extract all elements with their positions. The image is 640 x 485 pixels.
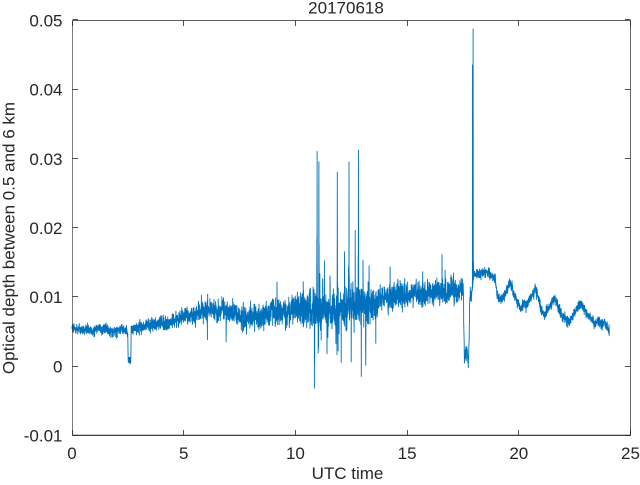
svg-text:0.03: 0.03 [29, 150, 62, 169]
svg-text:20170618: 20170618 [308, 0, 384, 18]
svg-text:0.04: 0.04 [29, 81, 62, 100]
svg-text:5: 5 [179, 444, 188, 463]
svg-text:Optical depth between 0.5 and: Optical depth between 0.5 and 6 km [0, 102, 19, 374]
svg-text:0.01: 0.01 [29, 288, 62, 307]
svg-text:-0.01: -0.01 [24, 427, 63, 446]
svg-text:0: 0 [53, 357, 62, 376]
svg-text:10: 10 [286, 444, 305, 463]
svg-text:0.05: 0.05 [29, 11, 62, 30]
svg-text:20: 20 [509, 444, 528, 463]
svg-text:UTC time: UTC time [312, 464, 384, 480]
svg-text:0: 0 [67, 444, 76, 463]
svg-text:15: 15 [398, 444, 417, 463]
svg-text:0.02: 0.02 [29, 219, 62, 238]
svg-text:25: 25 [621, 444, 640, 463]
